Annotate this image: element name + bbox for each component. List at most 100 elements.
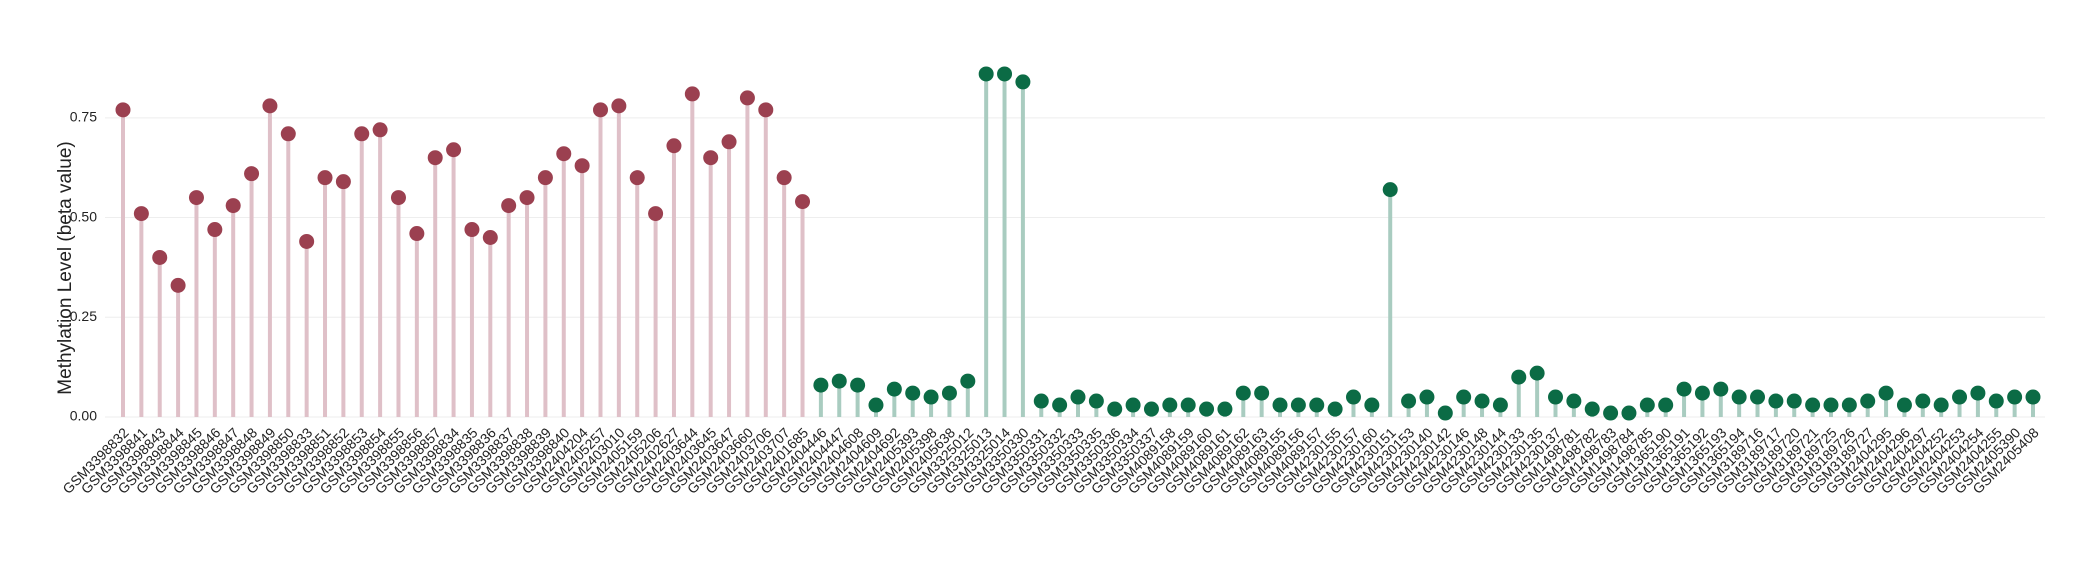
dot — [868, 397, 884, 413]
dot — [648, 206, 664, 222]
dot — [593, 102, 608, 118]
dot — [1768, 393, 1784, 409]
dot — [1566, 393, 1582, 409]
dot — [299, 233, 315, 249]
dot — [115, 102, 131, 118]
dot — [1511, 369, 1527, 385]
dot — [813, 377, 829, 393]
dot — [1364, 397, 1380, 413]
dot — [464, 222, 480, 238]
dot — [1896, 397, 1912, 413]
dot — [684, 86, 700, 102]
dot — [1235, 385, 1251, 401]
dot — [831, 373, 847, 389]
dot — [1456, 389, 1472, 405]
dot — [1401, 393, 1417, 409]
dot — [1548, 389, 1563, 405]
dot — [1750, 389, 1766, 405]
dot — [629, 170, 645, 186]
dot — [1125, 397, 1141, 413]
dot — [427, 150, 443, 166]
dot — [556, 146, 572, 162]
dot — [354, 126, 370, 142]
dot — [482, 230, 498, 245]
dot — [133, 206, 149, 222]
dot — [390, 190, 406, 206]
dot — [519, 190, 535, 206]
dot — [721, 134, 737, 150]
dot — [1603, 405, 1619, 421]
dot — [317, 170, 333, 186]
dot — [1474, 393, 1490, 409]
dot — [776, 170, 792, 186]
dot — [244, 166, 260, 182]
dot — [1676, 381, 1692, 397]
y-axis-label: Methylation Level (beta value) — [55, 141, 76, 394]
dot — [1382, 182, 1398, 198]
dot — [1419, 389, 1435, 405]
dot — [152, 249, 168, 265]
dot — [1584, 401, 1600, 417]
dot — [1878, 385, 1894, 401]
dot — [501, 198, 517, 214]
dot — [1731, 389, 1747, 405]
dot — [886, 381, 902, 397]
dot — [997, 66, 1013, 82]
dot — [923, 389, 939, 405]
dot — [2025, 389, 2041, 405]
y-tick-label: 0.75 — [70, 109, 97, 125]
dot — [170, 277, 186, 293]
dot — [1952, 389, 1968, 405]
dot — [1988, 393, 2004, 409]
dot — [1143, 401, 1159, 417]
dot — [1327, 401, 1343, 417]
dot — [1199, 401, 1215, 417]
dot — [611, 98, 627, 114]
dot — [1621, 405, 1637, 421]
dot — [739, 90, 755, 106]
dot — [1529, 365, 1545, 381]
dot — [1933, 397, 1949, 413]
dot — [1823, 397, 1839, 413]
dot — [703, 150, 719, 166]
dot — [666, 138, 682, 154]
dot — [372, 122, 388, 138]
dot — [1107, 401, 1123, 417]
dot — [1805, 397, 1821, 413]
dot — [1345, 389, 1361, 405]
dot — [1015, 74, 1031, 90]
dot — [1492, 397, 1508, 413]
dot — [1162, 397, 1178, 413]
dot — [188, 190, 204, 206]
dot — [1694, 385, 1710, 401]
dot — [207, 222, 223, 238]
dot — [1180, 397, 1196, 413]
dot — [960, 373, 976, 389]
dot — [335, 174, 351, 190]
dot — [262, 98, 278, 114]
dot — [537, 170, 553, 186]
dot — [1970, 385, 1986, 401]
dot — [1070, 389, 1086, 405]
dot — [1254, 385, 1270, 401]
dot — [1290, 397, 1306, 413]
dot — [1915, 393, 1931, 409]
dot — [1052, 397, 1068, 413]
dot — [850, 377, 866, 393]
dot — [905, 385, 921, 401]
dot — [1786, 393, 1802, 409]
dot — [1088, 393, 1104, 409]
dot — [446, 142, 462, 158]
dot — [1217, 401, 1233, 417]
dot — [1841, 397, 1857, 413]
dot — [758, 102, 774, 118]
dot — [225, 198, 241, 214]
dot — [1860, 393, 1876, 409]
y-tick-label: 0.25 — [70, 308, 97, 324]
dot — [280, 126, 296, 142]
dot — [1033, 393, 1049, 409]
dot — [2007, 389, 2023, 405]
y-tick-label: 0.00 — [70, 408, 97, 424]
dot — [1437, 405, 1453, 421]
